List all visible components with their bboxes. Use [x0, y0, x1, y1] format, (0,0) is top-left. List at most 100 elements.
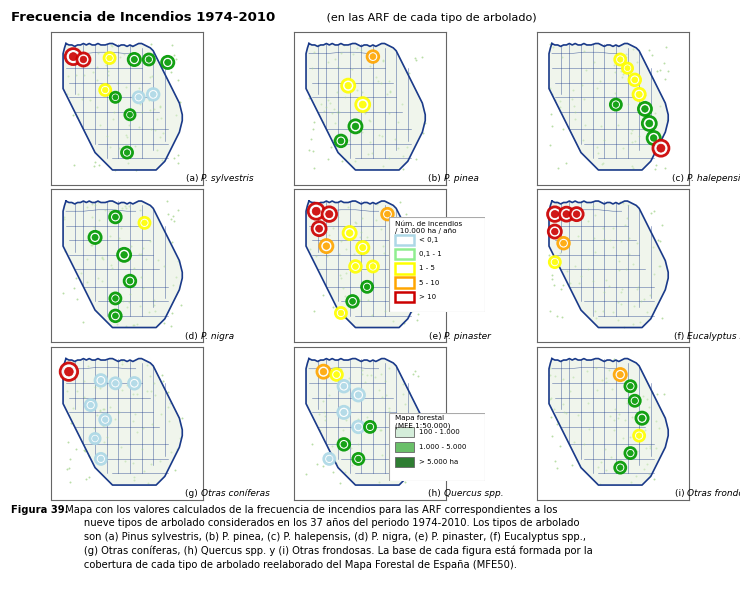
Point	[631, 94, 643, 104]
Point	[116, 356, 128, 366]
Point	[315, 367, 327, 376]
Point	[58, 367, 70, 377]
Text: (d): (d)	[186, 332, 201, 341]
Point	[375, 224, 387, 234]
Point	[383, 153, 395, 163]
Point	[645, 208, 657, 218]
Point	[352, 414, 364, 424]
Point	[639, 425, 651, 435]
Point	[630, 446, 642, 456]
Point	[545, 226, 557, 236]
Point	[383, 406, 395, 416]
Point	[597, 223, 609, 233]
Point	[571, 455, 583, 465]
Polygon shape	[549, 44, 668, 170]
Point	[592, 462, 604, 472]
Point	[329, 118, 340, 128]
Point	[384, 451, 396, 461]
Point	[545, 394, 556, 403]
Point	[598, 234, 610, 244]
Point	[83, 451, 95, 461]
Point	[591, 313, 602, 323]
Point	[91, 62, 103, 72]
Point	[319, 366, 331, 376]
Point	[405, 304, 417, 314]
Point	[322, 154, 334, 164]
Point	[375, 78, 387, 88]
Point	[317, 290, 329, 300]
Point	[543, 249, 555, 259]
Point	[545, 109, 557, 119]
Point	[548, 280, 559, 290]
Point	[92, 48, 104, 58]
Point	[144, 95, 155, 105]
Point	[395, 428, 407, 438]
Point	[628, 302, 640, 311]
Point	[345, 443, 357, 453]
Point	[627, 319, 639, 329]
Point	[565, 94, 577, 104]
Point	[91, 75, 103, 85]
Point	[92, 235, 104, 245]
Point	[340, 268, 352, 278]
Point	[575, 271, 587, 281]
Point	[631, 284, 643, 294]
Point	[115, 223, 127, 233]
Point	[374, 425, 386, 435]
Point	[343, 135, 354, 145]
Point	[172, 256, 184, 266]
Point	[631, 57, 643, 67]
Circle shape	[65, 48, 81, 64]
Point	[84, 96, 95, 105]
Circle shape	[317, 365, 330, 378]
Point	[123, 297, 135, 306]
Point	[371, 199, 383, 209]
Polygon shape	[63, 201, 182, 327]
Point	[393, 421, 405, 431]
Circle shape	[80, 56, 87, 63]
Point	[95, 374, 107, 384]
Point	[377, 131, 389, 140]
Point	[620, 52, 632, 62]
Point	[599, 444, 611, 454]
Point	[571, 203, 582, 213]
Point	[628, 259, 639, 268]
Point	[349, 249, 360, 259]
Point	[107, 42, 118, 51]
Point	[148, 378, 160, 388]
Point	[635, 420, 647, 430]
Circle shape	[642, 105, 648, 112]
Point	[566, 460, 578, 470]
Point	[67, 110, 79, 120]
Point	[339, 402, 351, 412]
Point	[114, 310, 126, 320]
Point	[327, 135, 339, 145]
Point	[304, 244, 316, 254]
Point	[114, 52, 126, 62]
Point	[96, 253, 108, 263]
Point	[350, 218, 362, 228]
Point	[149, 306, 161, 316]
Point	[131, 427, 143, 436]
Point	[174, 97, 186, 107]
Point	[417, 241, 428, 251]
Point	[639, 443, 651, 452]
Point	[635, 420, 647, 430]
Point	[654, 101, 666, 111]
Circle shape	[110, 378, 121, 389]
Circle shape	[129, 378, 140, 389]
Point	[633, 416, 645, 426]
Circle shape	[362, 281, 373, 292]
Point	[403, 387, 415, 397]
Point	[138, 466, 150, 476]
Point	[608, 307, 619, 317]
Point	[554, 96, 566, 106]
Point	[122, 159, 134, 169]
Point	[386, 433, 398, 443]
Point	[560, 408, 572, 418]
Point	[606, 384, 618, 394]
Point	[308, 116, 320, 126]
Point	[121, 82, 132, 92]
Point	[128, 474, 140, 484]
Point	[132, 389, 144, 398]
